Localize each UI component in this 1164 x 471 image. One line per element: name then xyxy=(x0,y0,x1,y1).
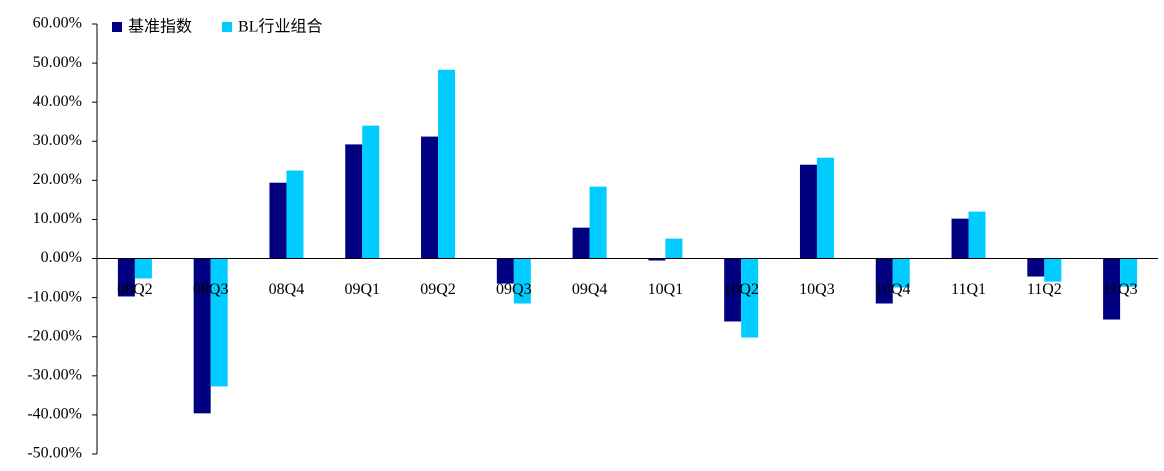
bar xyxy=(421,136,439,259)
bar xyxy=(286,170,304,259)
bar xyxy=(496,258,514,284)
bar xyxy=(741,258,759,338)
bar xyxy=(951,218,969,259)
bar xyxy=(210,258,228,387)
bar xyxy=(724,258,742,322)
bar xyxy=(1027,258,1045,277)
bar xyxy=(134,258,152,279)
bar xyxy=(572,227,590,259)
bar xyxy=(1044,258,1062,282)
y-tick-label: -10.00% xyxy=(27,288,82,305)
x-tick-label: 11Q3 xyxy=(1103,281,1138,298)
bar xyxy=(589,186,607,259)
y-tick-label: 30.00% xyxy=(33,132,82,149)
legend-label: BL行业组合 xyxy=(238,18,322,36)
y-tick-label: -40.00% xyxy=(27,406,82,423)
bar xyxy=(269,182,287,259)
x-tick-label: 09Q4 xyxy=(572,281,608,298)
x-tick-label: 10Q3 xyxy=(799,281,835,298)
y-tick-label: 0.00% xyxy=(41,249,82,266)
y-tick-label: 50.00% xyxy=(33,54,82,71)
x-tick-label: 09Q1 xyxy=(344,281,380,298)
legend-swatch xyxy=(112,22,122,32)
y-tick-label: 20.00% xyxy=(33,171,82,188)
y-tick-label: -30.00% xyxy=(27,366,82,383)
x-tick-label: 10Q1 xyxy=(648,281,684,298)
x-tick-label: 10Q4 xyxy=(875,281,911,298)
bar xyxy=(875,258,893,304)
x-tick-label: 09Q3 xyxy=(496,281,532,298)
bar xyxy=(117,258,135,297)
bar xyxy=(362,125,380,259)
bar xyxy=(513,258,531,304)
x-tick-label: 08Q4 xyxy=(269,281,305,298)
bar xyxy=(799,164,817,259)
x-tick-label: 08Q2 xyxy=(117,281,153,298)
legend-swatch xyxy=(222,22,233,32)
y-tick-label: 40.00% xyxy=(33,93,82,110)
y-tick-label: 10.00% xyxy=(33,210,82,227)
legend-label: 基准指数 xyxy=(128,18,192,36)
x-tick-label: 09Q2 xyxy=(420,281,456,298)
bar xyxy=(438,69,456,259)
bar xyxy=(1103,258,1121,320)
bar xyxy=(1120,258,1138,287)
bar xyxy=(892,258,910,288)
x-tick-label: 11Q1 xyxy=(951,281,986,298)
y-tick-label: 60.00% xyxy=(33,15,82,32)
bar xyxy=(968,211,986,259)
x-tick-label: 08Q3 xyxy=(193,281,229,298)
x-tick-label: 11Q2 xyxy=(1027,281,1062,298)
y-tick-label: -50.00% xyxy=(27,445,82,462)
bar xyxy=(665,238,683,259)
x-tick-label: 10Q2 xyxy=(723,281,759,298)
bar xyxy=(193,258,211,414)
bar xyxy=(648,258,666,261)
bar xyxy=(816,157,834,259)
y-tick-label: -20.00% xyxy=(27,327,82,344)
bar xyxy=(345,144,363,259)
